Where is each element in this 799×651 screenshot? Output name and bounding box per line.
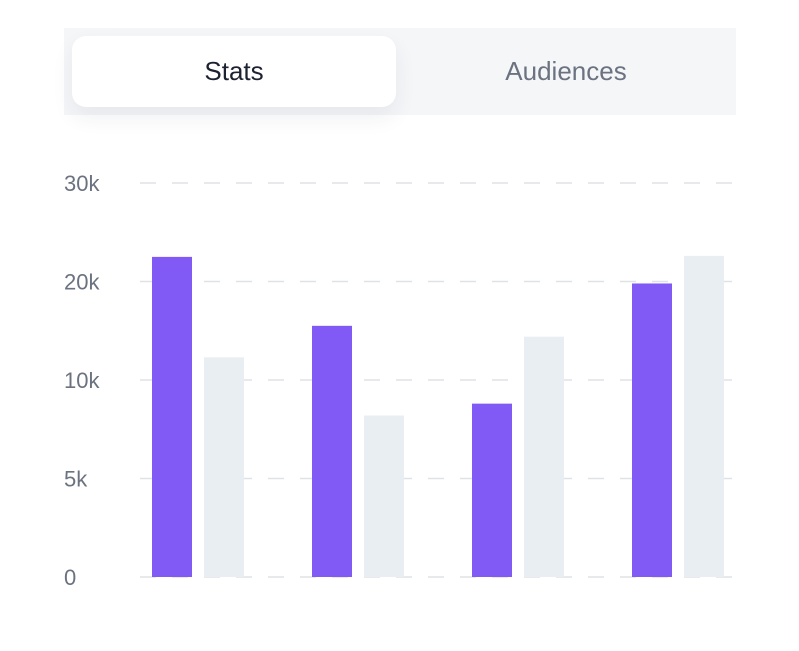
tab-bar: Stats Audiences [64,28,736,115]
y-tick-label: 5k [64,467,88,492]
bar-primary [472,403,512,577]
y-tick-label: 0 [64,565,76,590]
tab-audiences[interactable]: Audiences [505,56,627,86]
tab-stats[interactable]: Stats [72,36,396,107]
y-tick-label: 30k [64,171,100,196]
bar-primary [312,325,352,577]
bar-primary [632,283,672,577]
bar-secondary [364,415,404,577]
bar-secondary [204,357,244,577]
y-tick-label: 20k [64,270,100,295]
bar-secondary [524,336,564,577]
y-tick-label: 10k [64,368,100,393]
bar-secondary [684,255,724,577]
bar-primary [152,256,192,577]
